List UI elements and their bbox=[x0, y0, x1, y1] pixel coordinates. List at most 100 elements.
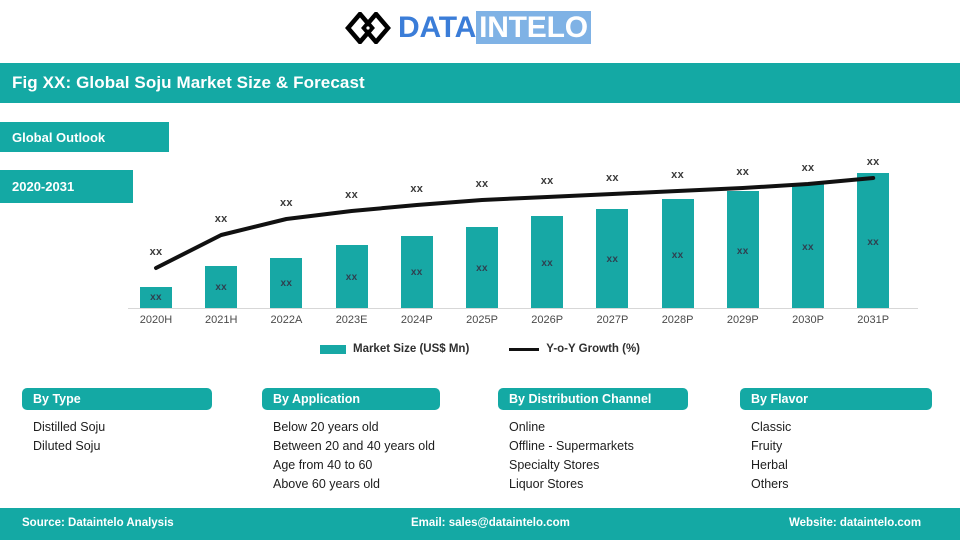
market-size-forecast-chart: xx xx xx xx xx xx xx xx xx xx xx xx xx xx xx xx xx xx xx x… bbox=[0, 103, 960, 368]
list-item: Specialty Stores bbox=[509, 458, 600, 472]
chart-plot-area: xx xx xx xx xx xx xx xx xx xx xx xx xx xx xx xx xx xx xx x… bbox=[0, 103, 960, 318]
segment-header: By Type bbox=[22, 388, 212, 410]
brand-logo: DATA INTELO bbox=[345, 11, 591, 44]
tag-global-outlook: Global Outlook bbox=[0, 122, 169, 152]
footer-bar: Source: Dataintelo Analysis Email: sales… bbox=[0, 508, 960, 540]
growth-value-label: xx bbox=[736, 166, 750, 178]
list-item: Above 60 years old bbox=[273, 477, 381, 491]
tag-forecast-period: 2020-2031 bbox=[0, 170, 133, 203]
list-item: Distilled Soju bbox=[33, 420, 106, 434]
x-axis-line bbox=[128, 308, 918, 309]
chart-legend: Market Size (US$ Mn) Y-o-Y Growth (%) bbox=[0, 343, 960, 355]
list-item: Others bbox=[751, 477, 789, 491]
x-axis-labels: 2020H 2021H 2022A 2023E 2024P 2025P 2026P 2027P… bbox=[0, 314, 960, 334]
growth-value-label: xx bbox=[866, 156, 880, 168]
segment-column-1: By Type Distilled Soju Diluted Soju bbox=[22, 388, 212, 456]
segment-list: Classic Fruity Herbal Others bbox=[740, 410, 932, 494]
growth-value-label: xx bbox=[149, 246, 163, 258]
bar-value-label: xx bbox=[410, 267, 423, 279]
x-axis-label-2029P: 2029P bbox=[726, 314, 759, 326]
title-bar: Fig XX: Global Soju Market Size & Foreca… bbox=[0, 63, 960, 103]
segmentation-columns: By Type Distilled Soju Diluted Soju By Appl… bbox=[0, 388, 960, 498]
growth-value-label: xx bbox=[345, 189, 359, 201]
bar-value-label: xx bbox=[150, 291, 162, 303]
bar-2020H: xx bbox=[140, 287, 172, 308]
legend-swatch-line-icon bbox=[509, 347, 540, 351]
segment-list: Online Offline - Supermarkets Specialty St… bbox=[498, 410, 688, 494]
logo-text-intelo: INTELO bbox=[476, 11, 591, 44]
x-axis-label-2021H: 2021H bbox=[204, 314, 238, 326]
growth-value-label: xx bbox=[801, 162, 815, 174]
x-axis-label-2028P: 2028P bbox=[661, 314, 694, 326]
segment-list: Distilled Soju Diluted Soju bbox=[22, 410, 212, 456]
bar-2028P: xx bbox=[661, 199, 694, 308]
bar-2029P: xx bbox=[726, 191, 759, 308]
growth-value-label: xx bbox=[279, 197, 293, 209]
legend-item-growth: Y-o-Y Growth (%) bbox=[509, 343, 640, 355]
list-item: Diluted Soju bbox=[33, 439, 101, 453]
bar-value-label: xx bbox=[215, 281, 228, 293]
double-diamond-icon bbox=[345, 12, 391, 44]
x-axis-label-2022A: 2022A bbox=[270, 314, 303, 326]
bar-2031P: xx bbox=[857, 173, 890, 308]
bar-value-label: xx bbox=[280, 278, 293, 289]
segment-column-4: By Flavor Classic Fruity Herbal Others bbox=[740, 388, 932, 494]
logo-text-data: DATA bbox=[398, 11, 477, 44]
segment-header: By Application bbox=[262, 388, 440, 410]
segment-list: Below 20 years old Between 20 and 40 year… bbox=[262, 410, 440, 494]
bar-value-label: xx bbox=[736, 245, 749, 257]
bar-value-label: xx bbox=[345, 271, 358, 283]
x-axis-label-2030P: 2030P bbox=[792, 314, 824, 326]
growth-value-label: xx bbox=[671, 169, 685, 181]
growth-value-label: xx bbox=[605, 172, 619, 184]
list-item: Age from 40 to 60 bbox=[273, 458, 373, 472]
legend-swatch-bar-icon bbox=[319, 344, 346, 354]
footer-website[interactable]: Website: dataintelo.com bbox=[789, 517, 922, 529]
growth-value-label: xx bbox=[540, 175, 554, 187]
segment-column-2: By Application Below 20 years old Between … bbox=[262, 388, 440, 494]
bar-value-label: xx bbox=[541, 257, 554, 269]
segment-header: By Flavor bbox=[740, 388, 932, 410]
legend-label-growth: Y-o-Y Growth (%) bbox=[546, 343, 640, 355]
list-item: Below 20 years old bbox=[273, 420, 379, 434]
logo-wordmark: DATA INTELO bbox=[398, 11, 591, 44]
bar-value-label: xx bbox=[867, 237, 880, 249]
list-item: Fruity bbox=[751, 439, 783, 453]
growth-value-label: xx bbox=[214, 213, 228, 225]
logo-bar: DATA INTELO bbox=[0, 0, 960, 58]
bar-2021H: xx bbox=[205, 266, 238, 308]
bar-value-label: xx bbox=[671, 249, 684, 261]
legend-item-market-size: Market Size (US$ Mn) bbox=[319, 343, 470, 355]
list-item: Herbal bbox=[751, 458, 788, 472]
growth-value-label: xx bbox=[410, 183, 424, 195]
bar-2026P: xx bbox=[531, 216, 564, 308]
footer-email[interactable]: Email: sales@dataintelo.com bbox=[411, 517, 570, 529]
segment-header: By Distribution Channel bbox=[498, 388, 688, 410]
x-axis-label-2024P: 2024P bbox=[400, 314, 433, 326]
list-item: Liquor Stores bbox=[509, 477, 584, 491]
bar-value-label: xx bbox=[802, 242, 814, 253]
x-axis-label-2023E: 2023E bbox=[335, 314, 368, 326]
bar-value-label: xx bbox=[606, 254, 619, 266]
growth-line-series bbox=[154, 176, 876, 270]
list-item: Offline - Supermarkets bbox=[509, 439, 634, 453]
x-axis-label-2020H: 2020H bbox=[139, 314, 173, 326]
bar-2030P: xx bbox=[792, 183, 824, 308]
page-title: Fig XX: Global Soju Market Size & Foreca… bbox=[12, 73, 365, 92]
bar-2024P: xx bbox=[400, 236, 433, 308]
x-axis-label-2027P: 2027P bbox=[596, 314, 629, 326]
bar-2025P: xx bbox=[466, 227, 498, 308]
segment-column-3: By Distribution Channel Online Offline - S… bbox=[498, 388, 688, 494]
x-axis-label-2026P: 2026P bbox=[531, 314, 564, 326]
growth-value-label: xx bbox=[475, 178, 489, 190]
bar-value-label: xx bbox=[476, 263, 488, 275]
x-axis-label-2025P: 2025P bbox=[466, 314, 498, 326]
bar-2027P: xx bbox=[596, 209, 629, 308]
footer-source: Source: Dataintelo Analysis bbox=[22, 517, 174, 529]
list-item: Between 20 and 40 years old bbox=[273, 439, 435, 453]
legend-label-market-size: Market Size (US$ Mn) bbox=[352, 343, 470, 355]
bar-2022A: xx bbox=[270, 258, 303, 308]
x-axis-label-2031P: 2031P bbox=[857, 314, 890, 326]
bar-2023E: xx bbox=[335, 245, 368, 308]
list-item: Classic bbox=[751, 420, 792, 434]
